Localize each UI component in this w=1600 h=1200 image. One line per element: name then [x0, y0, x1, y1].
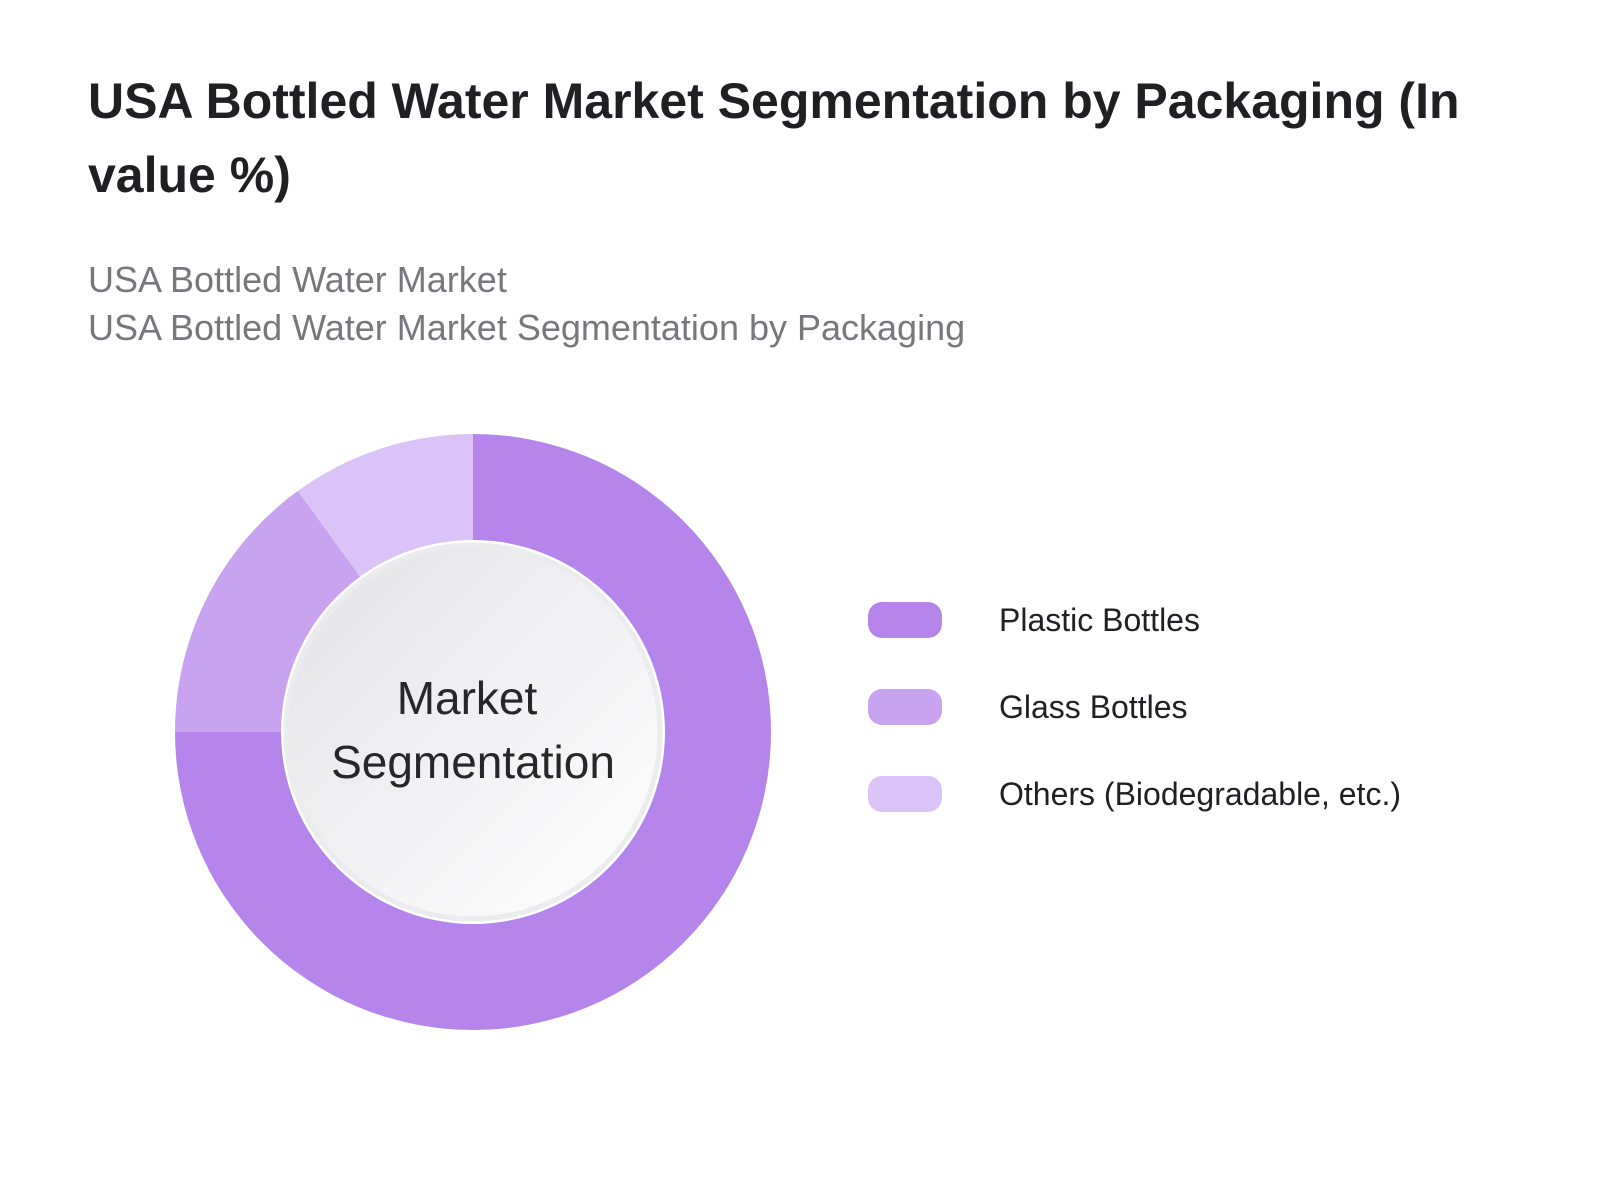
center-label-line-2: Segmentation: [331, 736, 615, 788]
donut-slice-plastic-bottles: [175, 434, 771, 1030]
legend-label: Others (Biodegradable, etc.): [999, 776, 1401, 812]
donut-slice-others-biodegradable-etc: [297, 434, 473, 577]
legend-item-plastic-bottles: Plastic Bottles: [868, 600, 1508, 640]
chart-title: USA Bottled Water Market Segmentation by…: [88, 73, 1460, 203]
legend-item-others: Others (Biodegradable, etc.): [868, 774, 1508, 814]
donut-slices: [175, 434, 771, 1030]
legend-label: Glass Bottles: [999, 689, 1188, 725]
legend-swatch: [868, 776, 942, 812]
legend-item-glass-bottles: Glass Bottles: [868, 687, 1508, 727]
legend-label: Plastic Bottles: [999, 602, 1200, 638]
chart-subtitle-line-2: USA Bottled Water Market Segmentation by…: [88, 307, 966, 348]
legend-swatch: [868, 689, 942, 725]
donut-slice-glass-bottles: [175, 490, 361, 732]
legend-swatch: [868, 602, 942, 638]
center-label-line-1: Market: [397, 672, 538, 724]
chart-subtitle-line-1: USA Bottled Water Market: [88, 259, 507, 300]
donut-center: [283, 542, 663, 922]
